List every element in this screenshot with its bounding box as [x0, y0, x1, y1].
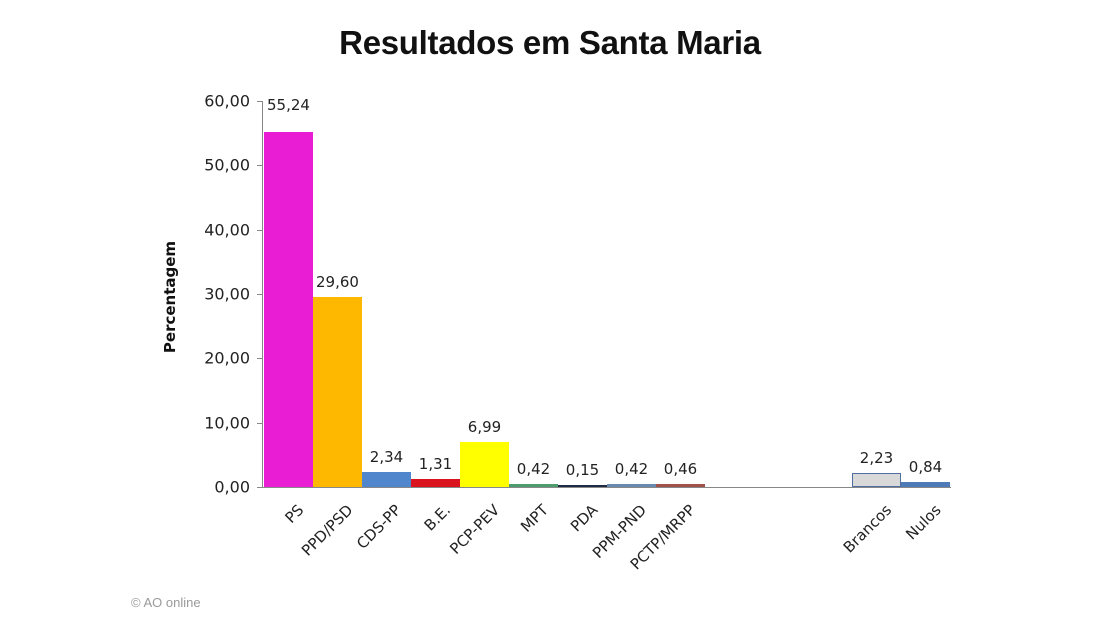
- y-tick-label: 10,00: [204, 413, 250, 433]
- x-tick-label: MPT: [517, 501, 553, 536]
- y-tick-label: 40,00: [204, 220, 250, 240]
- y-tick-mark: [257, 165, 262, 167]
- x-tick-label: Brancos: [839, 501, 896, 557]
- bar-nulos: [901, 481, 950, 487]
- bar-pcp-pev: [460, 442, 509, 487]
- value-label: 6,99: [467, 418, 502, 437]
- copyright-credit: © AO online: [131, 595, 201, 610]
- y-tick-mark: [257, 101, 262, 102]
- x-tick-label: Nulos: [901, 501, 945, 544]
- value-label: 1,31: [418, 454, 453, 473]
- x-tick-label: PS: [281, 501, 308, 527]
- value-label: 0,46: [663, 460, 698, 479]
- y-tick-label: 20,00: [204, 348, 250, 368]
- bar-ppd-psd: [313, 296, 362, 487]
- x-tick-label: B.E.: [420, 501, 455, 535]
- value-label: 2,23: [859, 448, 894, 467]
- x-tick-label: PPD/PSD: [297, 501, 357, 560]
- x-tick-label: PDA: [566, 501, 602, 536]
- y-tick-label: 60,00: [204, 91, 250, 111]
- y-tick-label: 0,00: [214, 477, 250, 497]
- y-tick-label: 30,00: [204, 284, 250, 304]
- y-tick-mark: [257, 487, 262, 488]
- value-label: 0,42: [614, 460, 649, 479]
- value-label: 2,34: [369, 447, 404, 466]
- bar-pctp-mrpp: [656, 484, 705, 487]
- bar-brancos: [852, 472, 901, 487]
- x-tick-label: PCP-PEV: [446, 501, 504, 558]
- value-label: 55,24: [267, 96, 310, 114]
- bar-b-e-: [411, 478, 460, 487]
- chart-title: Resultados em Santa Maria: [339, 24, 761, 61]
- y-tick-mark: [257, 294, 262, 295]
- bar-pda: [558, 485, 607, 487]
- y-tick-mark: [257, 229, 262, 231]
- bar-ppm-pnd: [607, 484, 656, 487]
- value-label: 29,60: [316, 272, 359, 291]
- y-tick-mark: [257, 358, 262, 360]
- value-label: 0,84: [908, 457, 943, 476]
- bar-mpt: [509, 484, 558, 487]
- bar-cds-pp: [362, 471, 411, 487]
- y-tick-mark: [257, 422, 262, 424]
- bar-ps: [264, 131, 313, 487]
- value-label: 0,42: [516, 460, 551, 479]
- y-tick-label: 50,00: [204, 155, 250, 175]
- value-label: 0,15: [565, 461, 600, 479]
- x-axis-line: [262, 487, 951, 488]
- y-axis-line: [262, 101, 263, 488]
- x-tick-label: CDS-PP: [353, 501, 406, 553]
